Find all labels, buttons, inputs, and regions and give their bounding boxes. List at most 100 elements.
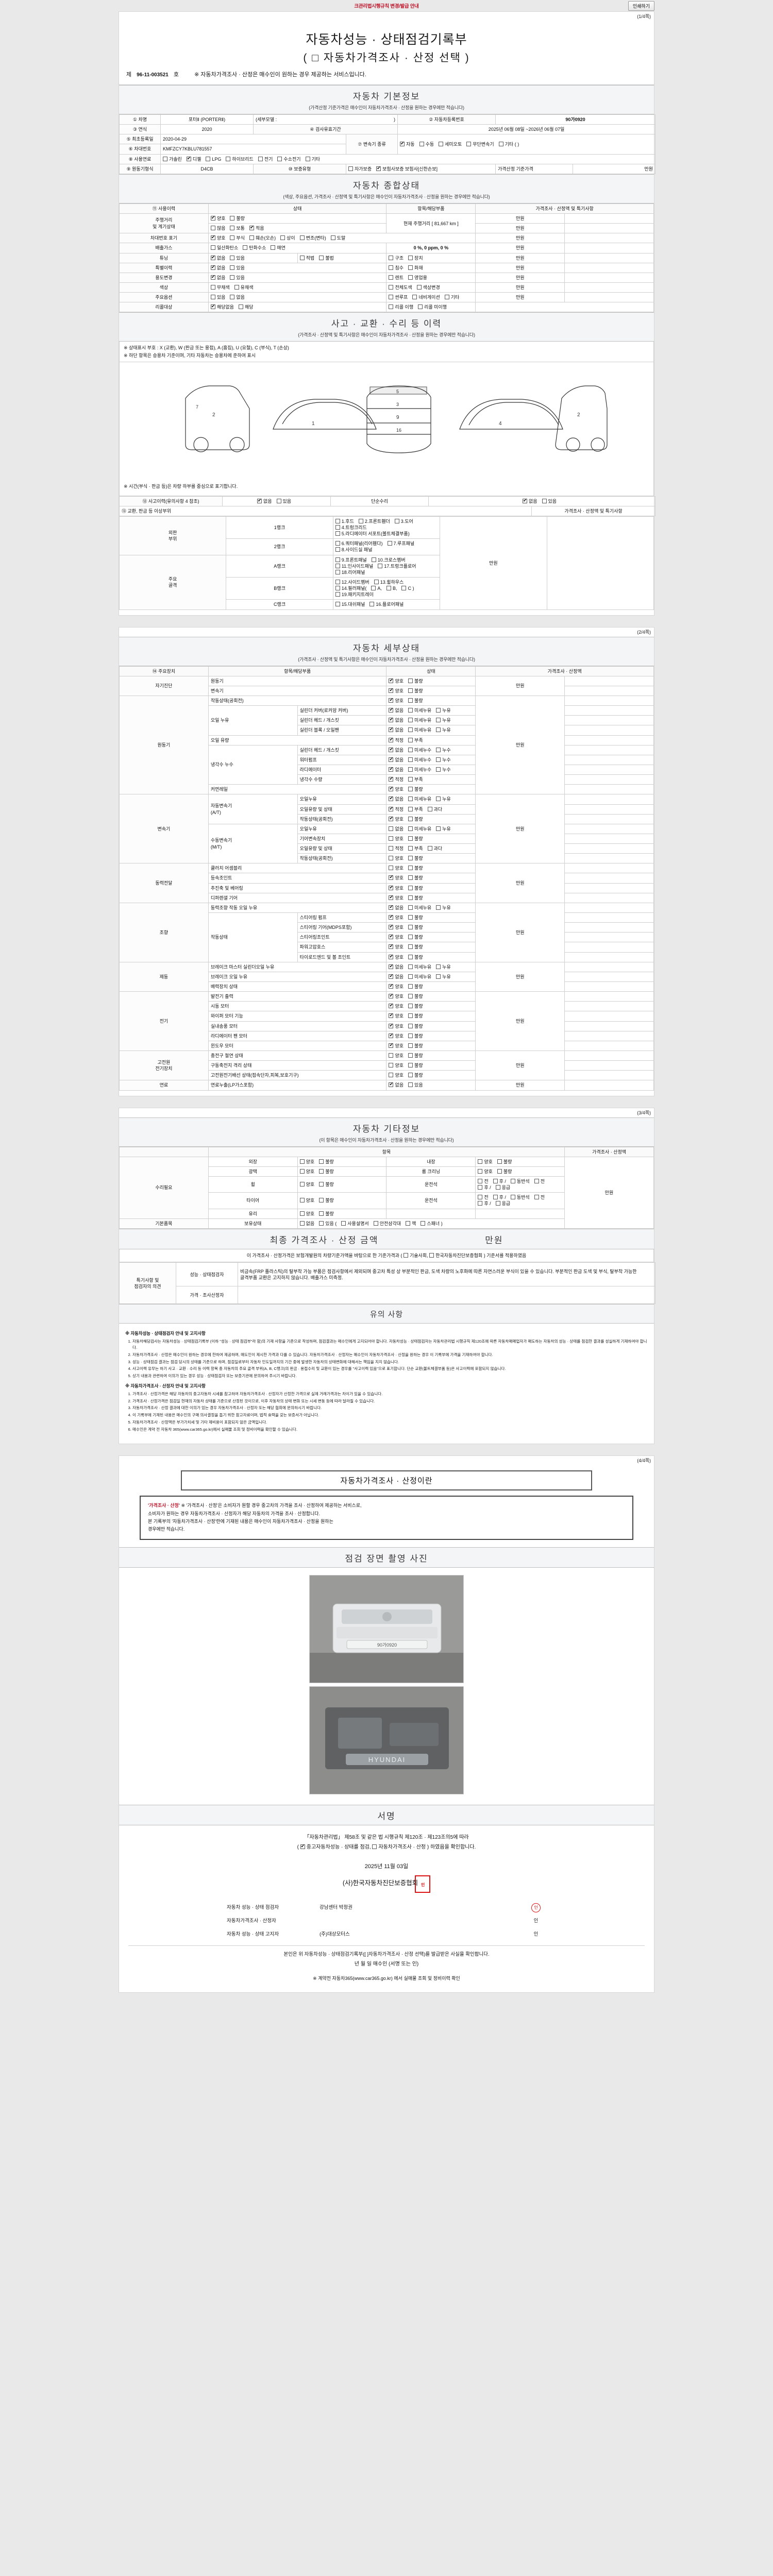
item-option[interactable]: 네비게이션 — [412, 294, 440, 300]
basic-item-option[interactable]: 없음 — [299, 1221, 314, 1227]
checkbox[interactable] — [389, 914, 394, 920]
checkbox[interactable] — [210, 226, 215, 231]
checkbox[interactable] — [408, 1043, 413, 1048]
state-option[interactable]: 불량 — [408, 924, 423, 930]
state-option-2[interactable]: 동반석 — [510, 1194, 530, 1200]
part-option[interactable]: 17.트렁크플로어 — [378, 563, 416, 569]
basis-opt1-checkbox[interactable] — [403, 1252, 408, 1258]
state-option[interactable]: 누유 — [436, 707, 451, 714]
checkbox[interactable] — [389, 904, 394, 910]
state-option[interactable]: 양호 — [389, 1062, 404, 1069]
state-option[interactable]: 미세누수 — [408, 757, 431, 763]
checkbox[interactable] — [408, 275, 413, 280]
checkbox[interactable] — [299, 1221, 305, 1226]
state-option[interactable]: 불량 — [319, 1197, 334, 1204]
basic-item-option[interactable]: 사용설명서 — [341, 1221, 369, 1227]
tuning-legal-option[interactable]: 불법 — [319, 255, 334, 261]
state-option[interactable]: 양호 — [389, 687, 404, 694]
checkbox[interactable] — [406, 1221, 411, 1226]
state-option[interactable]: 없음 — [389, 717, 404, 723]
part-option[interactable]: 18.리어패널 — [335, 569, 365, 575]
checkbox[interactable] — [478, 1201, 483, 1206]
basic-item-option[interactable]: 안전삼각대 — [373, 1221, 401, 1227]
checkbox[interactable] — [389, 717, 394, 723]
state-option[interactable]: 양호 — [389, 816, 404, 822]
vin-state-option[interactable]: 도말 — [330, 235, 345, 241]
state-option[interactable]: 불량 — [408, 836, 423, 842]
state-option-2[interactable]: 후 / — [493, 1178, 506, 1184]
state-option[interactable]: 불량 — [408, 688, 423, 694]
state-option-2[interactable]: 전 — [478, 1178, 489, 1184]
state-option[interactable]: 누유 — [436, 974, 451, 980]
state-option[interactable]: 양호 — [389, 677, 404, 684]
item-option[interactable]: 전체도색 — [389, 284, 412, 291]
checkbox[interactable] — [436, 905, 441, 910]
checkbox[interactable] — [466, 141, 472, 146]
state-option[interactable]: 적정 — [389, 737, 404, 743]
checkbox[interactable] — [534, 1179, 539, 1183]
checkbox[interactable] — [389, 284, 394, 290]
law-opt1-checkbox[interactable] — [300, 1843, 305, 1849]
checkbox[interactable] — [335, 531, 340, 536]
checkbox[interactable] — [226, 156, 231, 161]
state-option[interactable]: 불량 — [408, 934, 423, 940]
state-option[interactable]: 불량 — [319, 1159, 334, 1165]
state-option[interactable]: 양호 — [389, 1042, 404, 1049]
checkbox[interactable] — [436, 708, 441, 713]
emission-option[interactable]: 매연 — [271, 245, 285, 251]
item-option[interactable]: 색상변경 — [416, 284, 440, 291]
checkbox[interactable] — [412, 295, 417, 300]
state-option[interactable]: 양호 — [389, 924, 404, 930]
checkbox[interactable] — [305, 156, 310, 161]
checkbox[interactable] — [373, 1221, 378, 1226]
checkbox[interactable] — [299, 1211, 305, 1216]
transmission-option[interactable]: 기타 ( ) — [498, 141, 519, 147]
checkbox[interactable] — [493, 1179, 498, 1183]
checkbox[interactable] — [408, 777, 413, 782]
fuel-option[interactable]: 수소전기 — [277, 156, 301, 162]
checkbox[interactable] — [436, 767, 441, 772]
checkbox[interactable] — [408, 737, 413, 742]
state-option[interactable]: 양호 — [389, 934, 404, 940]
checkbox[interactable] — [386, 586, 391, 591]
checkbox[interactable] — [408, 974, 413, 979]
part-option[interactable]: 11.인사이드패널 — [335, 563, 373, 569]
state-option[interactable]: 불량 — [408, 1072, 423, 1078]
checkbox[interactable] — [408, 1082, 413, 1088]
checkbox[interactable] — [319, 255, 324, 260]
transmission-option[interactable]: 수동 — [419, 141, 434, 147]
state-option[interactable]: 양호 — [299, 1211, 314, 1217]
checkbox[interactable] — [408, 836, 413, 841]
part-option[interactable]: 6.쿼터패널(리어휀다) — [335, 540, 383, 547]
state-option[interactable]: 양호 — [389, 874, 404, 881]
state-option[interactable]: 누수 — [436, 757, 451, 763]
checkbox[interactable] — [408, 935, 413, 940]
checkbox[interactable] — [436, 718, 441, 723]
accident-history-option[interactable]: 있음 — [276, 498, 291, 504]
checkbox[interactable] — [408, 1063, 413, 1068]
checkbox[interactable] — [436, 974, 441, 979]
checkbox[interactable] — [389, 255, 394, 260]
checkbox[interactable] — [444, 295, 449, 300]
state-option[interactable]: 양호 — [389, 954, 404, 960]
checkbox[interactable] — [369, 602, 375, 607]
checkbox[interactable] — [389, 677, 394, 683]
checkbox[interactable] — [299, 1198, 305, 1203]
checkbox[interactable] — [389, 1012, 394, 1019]
checkbox[interactable] — [389, 836, 394, 841]
checkbox[interactable] — [389, 795, 394, 802]
state-option[interactable]: 불량 — [408, 1023, 423, 1029]
checkbox[interactable] — [389, 943, 394, 950]
item-option[interactable]: 리콜 이행 — [389, 304, 413, 310]
checkbox[interactable] — [401, 586, 407, 591]
checkbox[interactable] — [210, 295, 215, 300]
state-option[interactable]: 양호 — [389, 914, 404, 921]
checkbox[interactable] — [257, 498, 262, 503]
checkbox[interactable] — [249, 235, 254, 241]
basic-item-option[interactable]: 스패너 ) — [421, 1221, 443, 1227]
law-opt2-checkbox[interactable] — [372, 1844, 377, 1849]
checkbox[interactable] — [210, 215, 215, 221]
part-option[interactable]: A, — [371, 585, 382, 591]
checkbox[interactable] — [389, 747, 394, 752]
checkbox[interactable] — [498, 141, 503, 146]
